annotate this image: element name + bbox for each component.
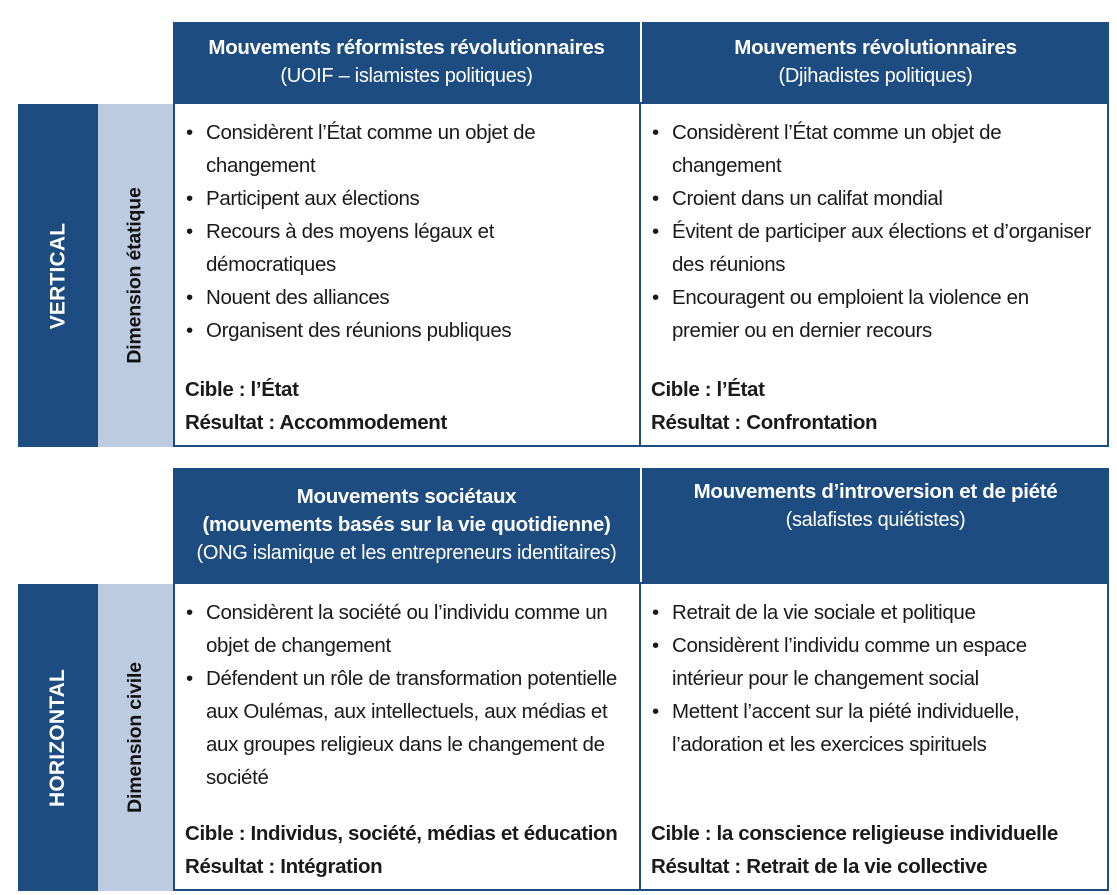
list-item: • Défendent un rôle de transformation pot…: [185, 662, 629, 794]
bullet-icon: •: [186, 121, 193, 144]
list-item: • Participent aux élections: [185, 182, 629, 215]
bullet-list: • Considèrent l’État comme un objet de ch…: [641, 104, 1107, 347]
dimension-label-cell: Dimension civile: [98, 582, 173, 891]
bullet-icon: •: [652, 121, 659, 144]
axis-label-cell: VERTICAL: [18, 102, 98, 447]
column-header-societal: Mouvements sociétaux (mouvements basés s…: [173, 468, 640, 582]
column-subtitle: (ONG islamique et les entrepreneurs iden…: [196, 542, 617, 564]
dimension-label-civile: Dimension civile: [124, 662, 146, 813]
result-text: Résultat : Intégration: [185, 855, 383, 878]
axis-label-horizontal: HORIZONTAL: [46, 668, 69, 807]
bullet-icon: •: [652, 220, 659, 243]
list-item: • Organisent des réunions publiques: [185, 314, 629, 347]
target-text: Cible : la conscience religieuse individ…: [651, 822, 1058, 845]
column-title: Mouvements sociétaux: [296, 485, 517, 508]
column-header-piety: Mouvements d’introversion et de piété (s…: [640, 468, 1109, 582]
horizontal-table: Mouvements sociétaux (mouvements basés s…: [18, 468, 1109, 891]
list-item: • Considèrent la société ou l’individu co…: [185, 596, 629, 662]
corner-blank: [18, 468, 98, 582]
column-subtitle: (salafistes quiétistes): [785, 509, 966, 531]
corner-blank: [18, 22, 98, 102]
column-title: Mouvements révolutionnaires: [734, 36, 1017, 59]
bullet-list: • Retrait de la vie sociale et politique …: [641, 584, 1107, 761]
result-text: Résultat : Retrait de la vie collective: [651, 855, 988, 878]
column-title-line2: (mouvements basés sur la vie quotidienne…: [202, 513, 611, 536]
list-item: • Recours à des moyens légaux et démocrat…: [185, 215, 629, 281]
column-subtitle: (Djihadistes politiques): [778, 65, 973, 87]
bullet-icon: •: [186, 601, 193, 624]
cell-footer: Cible : la conscience religieuse individ…: [651, 817, 1058, 883]
cell-footer: Cible : l’État Résultat : Confrontation: [651, 373, 878, 439]
list-item: • Retrait de la vie sociale et politique: [651, 596, 1097, 629]
bullet-icon: •: [186, 286, 193, 309]
list-item: • Encouragent ou emploient la violence en…: [651, 281, 1097, 347]
bullet-icon: •: [652, 634, 659, 657]
content-cell-revolutionary: • Considèrent l’État comme un objet de ch…: [640, 102, 1109, 447]
target-text: Cible : l’État: [185, 378, 299, 401]
bullet-list: • Considèrent la société ou l’individu co…: [175, 584, 639, 794]
list-item: • Considèrent l’État comme un objet de ch…: [651, 116, 1097, 182]
bullet-icon: •: [186, 220, 193, 243]
content-cell-piety: • Retrait de la vie sociale et politique …: [640, 582, 1109, 891]
column-title: Mouvements d’introversion et de piété: [693, 480, 1058, 503]
list-item: • Nouent des alliances: [185, 281, 629, 314]
bullet-icon: •: [186, 667, 193, 690]
column-subtitle: (UOIF – islamistes politiques): [280, 65, 533, 87]
list-item: • Évitent de participer aux élections et …: [651, 215, 1097, 281]
bullet-icon: •: [186, 319, 193, 342]
target-text: Cible : l’État: [651, 378, 765, 401]
bullet-list: • Considèrent l’État comme un objet de ch…: [175, 104, 639, 347]
content-cell-reformist: • Considèrent l’État comme un objet de ch…: [173, 102, 640, 447]
column-title: Mouvements réformistes révolutionnaires: [208, 36, 605, 59]
axis-label-cell: HORIZONTAL: [18, 582, 98, 891]
corner-blank: [98, 468, 173, 582]
cell-footer: Cible : l’État Résultat : Accommodement: [185, 373, 447, 439]
dimension-label-etatique: Dimension étatique: [124, 187, 147, 364]
list-item: • Mettent l’accent sur la piété individue…: [651, 695, 1097, 761]
column-header-reformist: Mouvements réformistes révolutionnaires …: [173, 22, 640, 102]
content-cell-societal: • Considèrent la société ou l’individu co…: [173, 582, 640, 891]
corner-blank: [98, 22, 173, 102]
target-text: Cible : Individus, société, médias et éd…: [185, 822, 618, 845]
axis-label-vertical: VERTICAL: [46, 222, 70, 329]
cell-footer: Cible : Individus, société, médias et éd…: [185, 817, 618, 883]
bullet-icon: •: [186, 187, 193, 210]
result-text: Résultat : Accommodement: [185, 411, 447, 434]
bullet-icon: •: [652, 601, 659, 624]
bullet-icon: •: [652, 700, 659, 723]
dimension-label-cell: Dimension étatique: [98, 102, 173, 447]
bullet-icon: •: [652, 187, 659, 210]
bullet-icon: •: [652, 286, 659, 309]
list-item: • Croient dans un califat mondial: [651, 182, 1097, 215]
vertical-table: Mouvements réformistes révolutionnaires …: [18, 22, 1109, 447]
list-item: • Considèrent l’individu comme un espace …: [651, 629, 1097, 695]
list-item: • Considèrent l’État comme un objet de ch…: [185, 116, 629, 182]
result-text: Résultat : Confrontation: [651, 411, 878, 434]
column-header-revolutionary: Mouvements révolutionnaires (Djihadistes…: [640, 22, 1109, 102]
